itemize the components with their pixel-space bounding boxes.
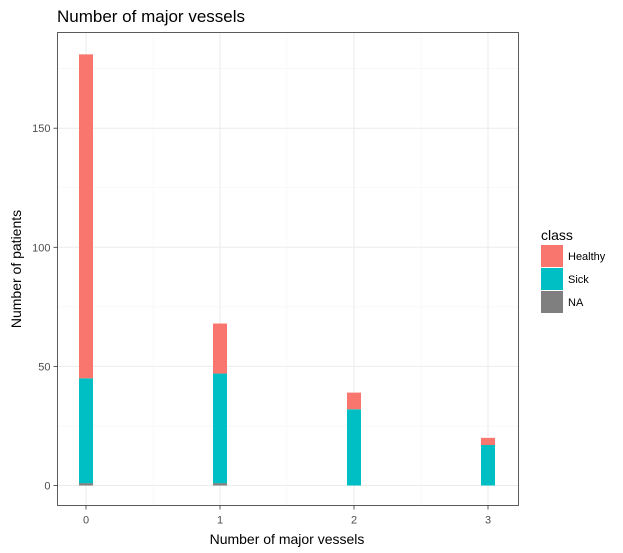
- bar-sick-2: [347, 409, 361, 486]
- legend-key-sick: [541, 268, 563, 290]
- y-tick-label: 50: [38, 361, 50, 373]
- legend-key-na: [541, 291, 563, 313]
- y-tick-label: 0: [44, 481, 50, 493]
- bar-sick-0: [79, 378, 93, 484]
- y-axis-title: Number of patients: [8, 210, 24, 328]
- legend-key-healthy: [541, 245, 563, 267]
- x-tick-label: 0: [83, 515, 89, 527]
- y-axis: 0 50 100 150: [32, 123, 58, 493]
- bar-na-0: [79, 483, 93, 486]
- legend-title: class: [541, 227, 573, 243]
- x-tick-label: 1: [217, 515, 223, 527]
- plot-panel-border: [57, 32, 519, 506]
- bars: [79, 54, 495, 486]
- x-tick-label: 3: [485, 515, 491, 527]
- x-axis: 0 1 2 3: [83, 505, 491, 527]
- bar-healthy-2: [347, 392, 361, 410]
- legend-label-sick: Sick: [568, 274, 589, 286]
- x-axis-title: Number of major vessels: [210, 531, 365, 547]
- legend-label-healthy: Healthy: [568, 251, 606, 263]
- bar-healthy-1: [213, 323, 227, 374]
- bar-na-1: [213, 483, 227, 486]
- bar-sick-3: [481, 445, 495, 486]
- legend: class Healthy Sick NA: [541, 227, 606, 313]
- bar-sick-1: [213, 373, 227, 484]
- y-tick-label: 150: [32, 123, 50, 135]
- bar-healthy-3: [481, 437, 495, 446]
- bar-healthy-0: [79, 54, 93, 379]
- y-tick-label: 100: [32, 242, 50, 254]
- chart-title: Number of major vessels: [57, 7, 245, 26]
- legend-label-na: NA: [568, 297, 584, 309]
- grid-lines: [57, 32, 519, 506]
- x-tick-label: 2: [351, 515, 357, 527]
